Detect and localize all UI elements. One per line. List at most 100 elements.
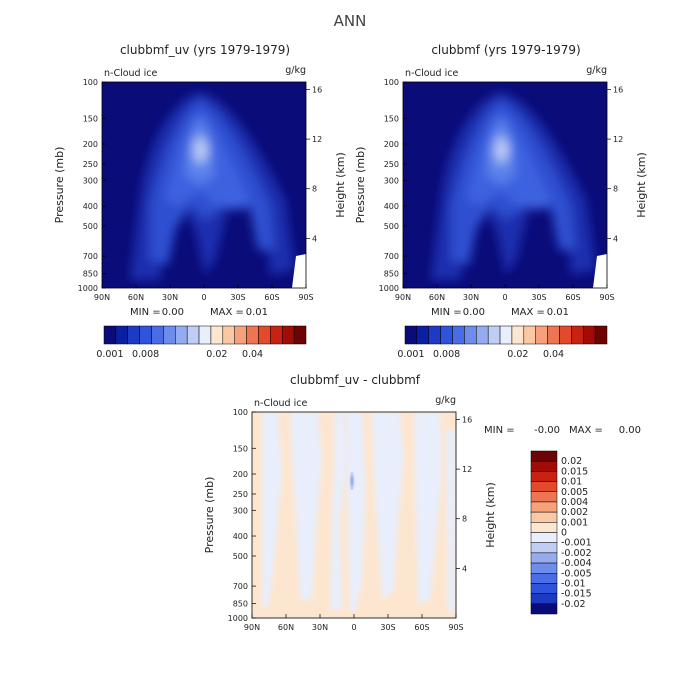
colorbar-swatch [428,325,441,345]
x-tick-label: 60N [429,293,445,302]
colorbar-label: 0.001 [96,349,123,360]
colorbar-label: 0.002 [561,507,588,518]
y-axis-label: Pressure (mb) [53,147,66,224]
y-tick-label: 850 [384,269,399,278]
colorbar-label: -0.005 [561,568,592,579]
colorbar-swatch [530,593,558,605]
colorbar-swatch [523,325,536,345]
colorbar-swatch [582,325,596,345]
colorbar-label: 0 [561,528,567,539]
colorbar-swatch [530,542,558,554]
y-tick-label: 200 [384,140,399,149]
colorbar-swatch [530,522,558,533]
y2-tick-label: 12 [462,465,472,474]
colorbar-swatch [530,562,558,574]
colorbar-swatch [571,325,584,345]
min-value: 0.00 [463,307,485,318]
y2-tick-label: 16 [312,85,322,94]
min-label: MIN = [484,425,515,436]
colorbar-label: 0.04 [543,349,564,360]
min-label: MIN = [130,307,161,318]
x-tick-label: 30S [230,293,245,302]
y-tick-label: 500 [83,222,98,231]
x-tick-label: 0 [201,293,206,302]
units-label: g/kg [586,65,607,76]
colorbar-swatch [535,325,548,345]
colorbar-label: 0.004 [561,497,588,508]
y-tick-label: 100 [83,78,98,87]
y-tick-label: 150 [384,114,399,123]
colorbar-swatch [530,491,558,503]
y2-tick-label: 4 [312,234,317,243]
contour-field [403,82,607,288]
colorbar-swatch [487,325,501,345]
contour-field [102,82,306,288]
colorbar-label: 0.008 [132,349,159,360]
max-label: MAX = [511,307,545,318]
x-tick-label: 60N [278,623,294,632]
colorbar-label: 0.015 [561,466,588,477]
colorbar-swatch [246,325,259,345]
colorbar-swatch [530,511,558,523]
colorbar-swatch [511,325,525,345]
units-label: g/kg [285,65,306,76]
y-tick-label: 100 [233,408,248,417]
min-value: 0.00 [162,307,184,318]
panel-clubbmf: clubbmf (yrs 1979-1979) n-Cloud ice g/kg… [354,43,648,360]
colorbar-swatch [139,325,152,345]
y-tick-label: 400 [384,202,399,211]
field-label: n-Cloud ice [104,68,157,79]
field-label: n-Cloud ice [254,398,307,409]
field-label: n-Cloud ice [405,68,458,79]
colorbar-swatch [530,450,558,462]
y-tick-label: 400 [83,202,98,211]
colorbar-swatch [186,325,200,345]
y-axis-label: Pressure (mb) [203,477,216,554]
y-tick-label: 1000 [228,614,248,623]
colorbar-swatch [416,325,430,345]
colorbar-swatch [258,325,271,345]
panel-title: clubbmf (yrs 1979-1979) [431,43,580,57]
colorbar-swatch [530,481,558,492]
colorbar-swatch [222,325,235,345]
colorbar-swatch [103,325,117,345]
x-tick-label: 60N [128,293,144,302]
colorbar-swatch [210,325,224,345]
colorbar-swatch [163,325,176,345]
colorbar-label: 0.02 [507,349,528,360]
max-value: 0.01 [547,307,569,318]
x-tick-label: 90N [395,293,411,302]
y-tick-label: 1000 [78,284,98,293]
colorbar-label: -0.001 [561,538,592,549]
colorbar-label: -0.02 [561,599,586,610]
colorbar-label: 0.008 [433,349,460,360]
x-tick-label: 30N [463,293,479,302]
y-tick-label: 250 [233,490,248,499]
colorbar-swatch [530,583,558,594]
x-tick-label: 0 [351,623,356,632]
colorbar-label: -0.004 [561,558,592,569]
colorbar-swatch [530,460,558,472]
max-value: 0.01 [246,307,268,318]
y-tick-label: 400 [233,532,248,541]
colorbar-swatch [234,325,247,345]
y-tick-label: 150 [83,114,98,123]
colorbar-swatch [175,325,188,345]
colorbar-swatch [530,532,558,543]
colorbar-swatch [293,325,307,345]
x-tick-label: 60S [264,293,279,302]
colorbar-swatch [115,325,129,345]
y-tick-label: 700 [384,252,399,261]
colorbar-swatch [440,325,453,345]
x-tick-label: 90S [448,623,463,632]
y-tick-label: 150 [233,444,248,453]
y2-axis-label: Height (km) [635,152,648,218]
y2-tick-label: 16 [613,85,623,94]
panel-title: clubbmf_uv (yrs 1979-1979) [120,43,290,57]
y-tick-label: 1000 [379,284,399,293]
colorbar-swatch [127,325,140,345]
max-value: 0.00 [619,425,641,436]
panel-title: clubbmf_uv - clubbmf [290,373,421,387]
x-tick-label: 30N [312,623,328,632]
